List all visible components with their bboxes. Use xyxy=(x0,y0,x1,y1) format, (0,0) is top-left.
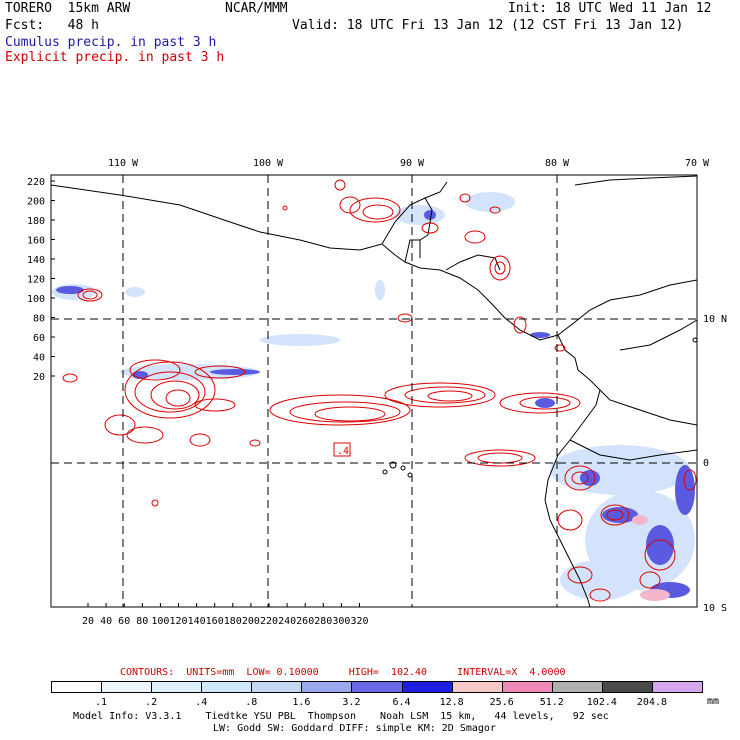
y-tick-label: 20 xyxy=(33,372,45,383)
x-tick-label: 200 xyxy=(242,616,260,627)
colorbar-swatch xyxy=(451,681,503,693)
physics-info: LW: Godd SW: Goddard DIFF: simple KM: 2D… xyxy=(213,723,496,734)
x-tick-label: 120 xyxy=(169,616,187,627)
x-tick-label: 240 xyxy=(278,616,296,627)
lat-label: 0 xyxy=(703,458,709,469)
y-tick-label: 40 xyxy=(33,353,45,364)
lon-label: 70 W xyxy=(685,158,710,169)
lon-label: 110 W xyxy=(108,158,139,169)
y-tick-label: 80 xyxy=(33,314,45,325)
model-info: Model Info: V3.3.1 Tiedtke YSU PBL Thomp… xyxy=(73,711,609,722)
colorbar-label: 204.8 xyxy=(636,697,667,708)
lat-label: 10 S xyxy=(703,603,727,614)
x-tick-label: 160 xyxy=(206,616,224,627)
x-tick-label: 260 xyxy=(296,616,314,627)
cumulus-legend: Cumulus precip. in past 3 h xyxy=(5,35,217,50)
colorbar-swatch xyxy=(301,681,353,693)
colorbar-label: 25.6 xyxy=(489,697,514,708)
x-tick-label: 140 xyxy=(188,616,206,627)
colorbar-label: 3.2 xyxy=(342,697,361,708)
colorbar-label: 6.4 xyxy=(392,697,411,708)
x-tick-label: 180 xyxy=(224,616,242,627)
x-tick-label: 20 xyxy=(82,616,94,627)
y-tick-label: 60 xyxy=(33,333,45,344)
organization: NCAR/MMM xyxy=(225,1,288,16)
coastlines xyxy=(50,175,698,608)
colorbar-label: .4 xyxy=(195,697,208,708)
colorbar-units: mm xyxy=(707,696,720,707)
colorbar-label: 102.4 xyxy=(586,697,617,708)
colorbar-swatch xyxy=(101,681,153,693)
colorbar-swatch xyxy=(151,681,203,693)
colorbar-swatch xyxy=(601,681,653,693)
colorbar-swatch xyxy=(51,681,103,693)
valid-time: Valid: 18 UTC Fri 13 Jan 12 (12 CST Fri … xyxy=(292,18,684,33)
lat-label: 10 N xyxy=(703,314,727,325)
colorbar-swatch xyxy=(401,681,453,693)
colorbar-swatch xyxy=(201,681,253,693)
explicit-contours xyxy=(62,179,697,602)
lon-label: 100 W xyxy=(253,158,284,169)
forecast-hour: Fcst: 48 h xyxy=(5,18,99,33)
colorbar-label: 1.6 xyxy=(292,697,311,708)
y-tick-label: 200 xyxy=(27,197,45,208)
colorbar-swatch xyxy=(651,681,703,693)
x-tick-label: 40 xyxy=(100,616,112,627)
model-title: TORERO 15km ARW xyxy=(5,1,131,16)
colorbar-label: 12.8 xyxy=(439,697,464,708)
colorbar-swatch xyxy=(251,681,303,693)
y-tick-label: 160 xyxy=(27,236,45,247)
contour-info: CONTOURS: UNITS=mm LOW= 0.10000 HIGH= 10… xyxy=(120,667,566,678)
x-tick-label: 320 xyxy=(350,616,368,627)
init-time: Init: 18 UTC Wed 11 Jan 12 xyxy=(508,1,712,16)
y-tick-label: 100 xyxy=(27,294,45,305)
lon-label: 90 W xyxy=(400,158,425,169)
x-tick-label: 220 xyxy=(260,616,278,627)
y-tick-label: 180 xyxy=(27,216,45,227)
graticule xyxy=(51,175,697,607)
x-tick-label: 80 xyxy=(136,616,148,627)
colorbar-label: .8 xyxy=(245,697,258,708)
colorbar-swatch xyxy=(501,681,553,693)
x-tick-label: 60 xyxy=(118,616,130,627)
colorbar-label: .1 xyxy=(95,697,108,708)
explicit-legend: Explicit precip. in past 3 h xyxy=(5,50,225,65)
contour-label-box xyxy=(333,442,351,457)
colorbar-swatch xyxy=(551,681,603,693)
y-tick-label: 220 xyxy=(27,177,45,188)
lon-label: 80 W xyxy=(545,158,570,169)
contour-label: .4 xyxy=(337,446,349,457)
colorbar-label: .2 xyxy=(145,697,158,708)
x-tick-label: 100 xyxy=(151,616,169,627)
colorbar-label: 51.2 xyxy=(539,697,564,708)
colorbar-swatch xyxy=(351,681,403,693)
y-tick-label: 120 xyxy=(27,275,45,286)
y-tick-label: 140 xyxy=(27,255,45,266)
x-tick-label: 300 xyxy=(332,616,350,627)
x-tick-label: 280 xyxy=(314,616,332,627)
explicit-heavy xyxy=(632,515,670,601)
